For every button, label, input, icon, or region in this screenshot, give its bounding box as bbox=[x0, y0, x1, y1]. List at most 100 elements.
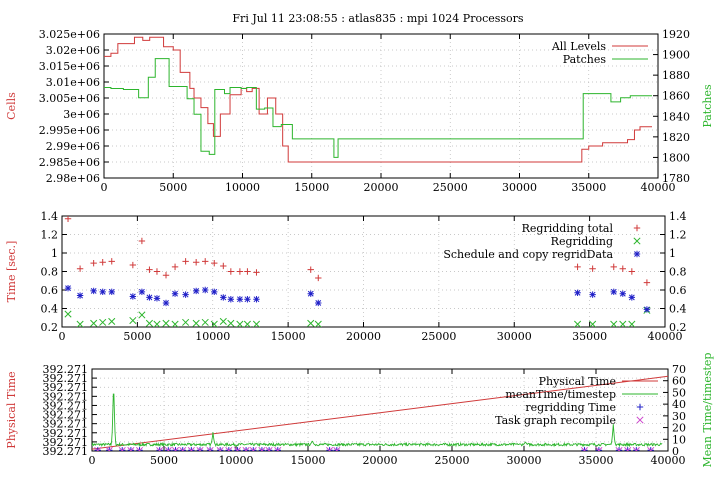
data-point bbox=[619, 265, 626, 272]
data-point bbox=[619, 290, 626, 297]
y2-axis-label: Patches bbox=[701, 84, 714, 128]
data-point bbox=[171, 446, 180, 451]
y-axis-label: Cells bbox=[5, 92, 18, 120]
data-point bbox=[90, 319, 98, 327]
y-tick-label: 3e+06 bbox=[63, 108, 100, 121]
data-point bbox=[156, 446, 164, 451]
x-tick-label: 15000 bbox=[294, 181, 329, 194]
data-point bbox=[589, 291, 596, 298]
x-tick-label: 15000 bbox=[291, 454, 326, 467]
y-tick-label: 3.01e+06 bbox=[46, 76, 100, 89]
data-point bbox=[211, 288, 218, 296]
y-tick-label: 2.995e+06 bbox=[39, 124, 100, 137]
data-point bbox=[619, 320, 627, 327]
data-point bbox=[108, 317, 116, 326]
plot-area bbox=[64, 216, 651, 327]
y2-tick-label: 1.2 bbox=[669, 229, 687, 242]
series-schedule-and-copy-regriddata bbox=[64, 284, 651, 313]
data-point bbox=[326, 446, 334, 451]
data-point bbox=[225, 446, 233, 451]
data-point bbox=[595, 446, 603, 451]
data-point bbox=[105, 446, 113, 451]
y-tick-label: 392.271 bbox=[43, 363, 89, 376]
y2-tick-label: 1880 bbox=[662, 69, 690, 82]
x-tick-label: 15000 bbox=[271, 330, 306, 343]
data-point bbox=[236, 268, 244, 275]
data-point bbox=[624, 446, 632, 451]
y-tick-label: 392.271 bbox=[43, 390, 89, 403]
y-tick-label: 392.271 bbox=[43, 436, 89, 449]
data-point bbox=[647, 446, 655, 451]
y-tick-label: 3.02e+06 bbox=[46, 44, 100, 57]
y-tick-label: 3.025e+06 bbox=[39, 28, 100, 41]
x-tick-label: 10000 bbox=[225, 181, 260, 194]
y-tick-label: 2.99e+06 bbox=[46, 140, 100, 153]
y2-tick-label: 1780 bbox=[662, 172, 690, 185]
data-point bbox=[628, 294, 636, 301]
data-point bbox=[90, 287, 97, 295]
y-tick-label: 3.005e+06 bbox=[39, 92, 100, 105]
data-point bbox=[153, 268, 161, 275]
x-tick-label: 35000 bbox=[579, 454, 614, 467]
figure-title: Fri Jul 11 23:08:55 : atlas835 : mpi 102… bbox=[232, 12, 524, 25]
y-tick-label: 392.271 bbox=[43, 372, 89, 385]
data-point bbox=[76, 265, 84, 272]
x-tick-label: 10000 bbox=[219, 454, 254, 467]
plot-area bbox=[92, 375, 668, 451]
y2-tick-label: 1.4 bbox=[669, 210, 687, 223]
data-point bbox=[580, 446, 589, 451]
y2-tick-label: 0.4 bbox=[669, 303, 687, 316]
data-point bbox=[643, 279, 651, 286]
data-point bbox=[99, 318, 107, 326]
data-point bbox=[244, 296, 251, 303]
x-tick-label: 40000 bbox=[641, 181, 676, 194]
data-point bbox=[628, 320, 636, 327]
x-tick-label: 40000 bbox=[651, 454, 686, 467]
data-point bbox=[574, 289, 581, 296]
y2-tick-label: 50 bbox=[672, 386, 686, 399]
chart-panel-1: 0 5000 10000 15000 20000 25000 30000 35000 40000… bbox=[5, 28, 714, 194]
data-point bbox=[227, 268, 235, 275]
y-tick-label: 392.271 bbox=[43, 445, 89, 458]
data-point bbox=[201, 318, 209, 326]
data-point bbox=[315, 274, 322, 282]
y2-tick-label: 0.2 bbox=[669, 321, 687, 334]
data-point bbox=[64, 284, 72, 292]
data-point bbox=[76, 292, 84, 299]
y-tick-label: 3.015e+06 bbox=[39, 60, 100, 73]
data-point bbox=[153, 320, 161, 327]
y2-tick-label: 1900 bbox=[662, 49, 690, 62]
y-tick-label: 392.271 bbox=[43, 399, 89, 412]
data-point bbox=[94, 446, 102, 451]
data-point bbox=[265, 446, 273, 451]
legend-label: regridding Time bbox=[525, 401, 616, 414]
y2-tick-label: 30 bbox=[672, 410, 686, 423]
data-point bbox=[610, 288, 617, 296]
data-point bbox=[574, 320, 582, 327]
data-point bbox=[138, 237, 146, 245]
x-tick-label: 35000 bbox=[571, 181, 606, 194]
data-point bbox=[243, 320, 251, 327]
data-point bbox=[307, 290, 314, 297]
data-point bbox=[171, 320, 179, 327]
data-point bbox=[643, 306, 651, 313]
data-point bbox=[314, 320, 322, 327]
plot-area bbox=[104, 36, 652, 163]
legend-label: Regridding total bbox=[522, 222, 614, 235]
data-point bbox=[589, 320, 597, 327]
data-point bbox=[138, 311, 146, 319]
data-point bbox=[307, 266, 314, 273]
data-point bbox=[129, 316, 137, 325]
data-point bbox=[179, 446, 187, 451]
data-point bbox=[253, 296, 260, 303]
y-tick-label: 1.4 bbox=[41, 210, 59, 223]
legend-label: Schedule and copy regridData bbox=[443, 248, 613, 261]
x-tick-label: 25000 bbox=[433, 181, 468, 194]
x-tick-label: 35000 bbox=[572, 330, 607, 343]
legend-label: Physical Time bbox=[539, 375, 616, 388]
data-point bbox=[171, 290, 179, 297]
y-axis-label: Physical Time bbox=[5, 371, 18, 448]
data-point bbox=[192, 319, 200, 327]
data-point bbox=[252, 320, 261, 327]
y-tick-label: 1 bbox=[51, 247, 58, 260]
